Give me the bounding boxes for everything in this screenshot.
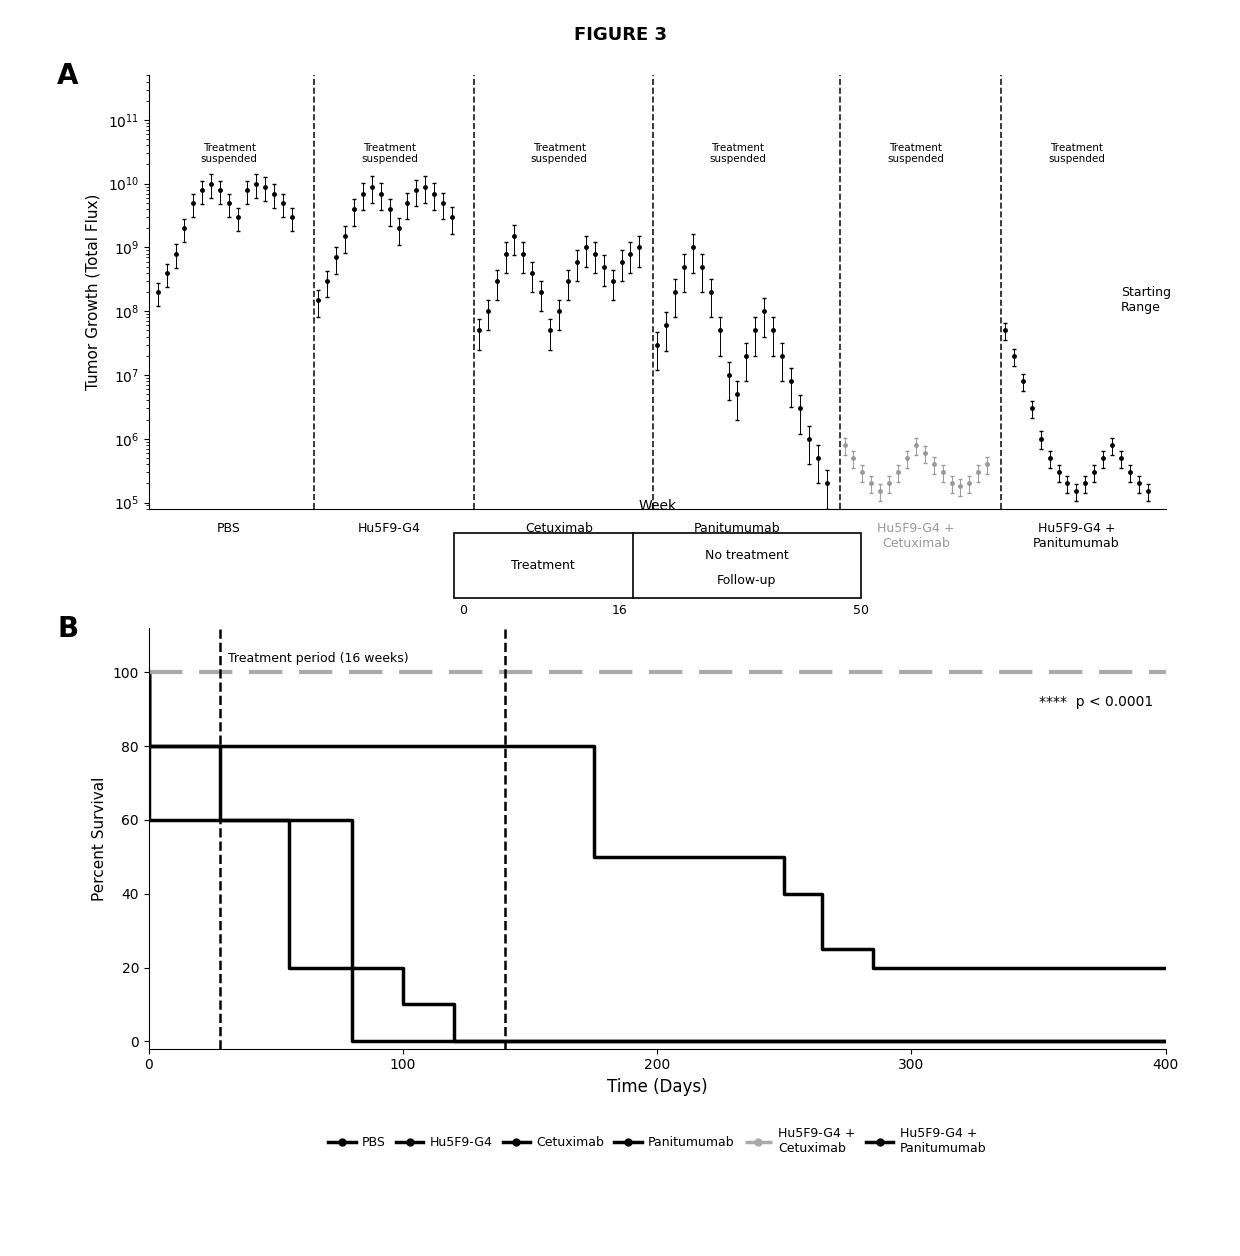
Text: ****  p < 0.0001: **** p < 0.0001 xyxy=(1039,695,1153,708)
Text: Treatment
suspended: Treatment suspended xyxy=(201,143,258,165)
Bar xyxy=(454,533,861,599)
Text: Treatment
suspended: Treatment suspended xyxy=(709,143,766,165)
Legend: PBS, Hu5F9-G4, Cetuximab, Panitumumab, Hu5F9-G4 +
Cetuximab, Hu5F9-G4 +
Panitumu: PBS, Hu5F9-G4, Cetuximab, Panitumumab, H… xyxy=(324,1123,991,1161)
Text: PBS: PBS xyxy=(217,521,241,535)
Text: Hu5F9-G4: Hu5F9-G4 xyxy=(358,521,422,535)
X-axis label: Time (Days): Time (Days) xyxy=(606,1078,708,1096)
Text: 16: 16 xyxy=(613,604,627,617)
Y-axis label: Percent Survival: Percent Survival xyxy=(92,776,107,901)
Text: 0: 0 xyxy=(459,604,467,617)
Text: 50: 50 xyxy=(853,604,869,617)
Text: Week: Week xyxy=(639,499,676,514)
Text: Hu5F9-G4 +
Panitumumab: Hu5F9-G4 + Panitumumab xyxy=(1033,521,1120,550)
Y-axis label: Tumor Growth (Total Flux): Tumor Growth (Total Flux) xyxy=(86,193,100,391)
Text: B: B xyxy=(57,615,78,643)
Text: Treatment
suspended: Treatment suspended xyxy=(888,143,945,165)
Text: Follow-up: Follow-up xyxy=(717,574,776,587)
Text: Starting
Range: Starting Range xyxy=(1121,286,1171,314)
Text: FIGURE 3: FIGURE 3 xyxy=(573,25,667,44)
Text: A: A xyxy=(57,63,79,90)
Text: Treatment
suspended: Treatment suspended xyxy=(531,143,588,165)
Text: Treatment
suspended: Treatment suspended xyxy=(361,143,418,165)
Text: Treatment
suspended: Treatment suspended xyxy=(1048,143,1105,165)
Text: Treatment period (16 weeks): Treatment period (16 weeks) xyxy=(228,652,408,664)
Text: Panitumumab: Panitumumab xyxy=(694,521,781,535)
Text: Hu5F9-G4 +
Cetuximab: Hu5F9-G4 + Cetuximab xyxy=(877,521,955,550)
Text: No treatment: No treatment xyxy=(704,549,789,563)
Text: Treatment: Treatment xyxy=(511,559,575,571)
Text: Cetuximab: Cetuximab xyxy=(526,521,593,535)
